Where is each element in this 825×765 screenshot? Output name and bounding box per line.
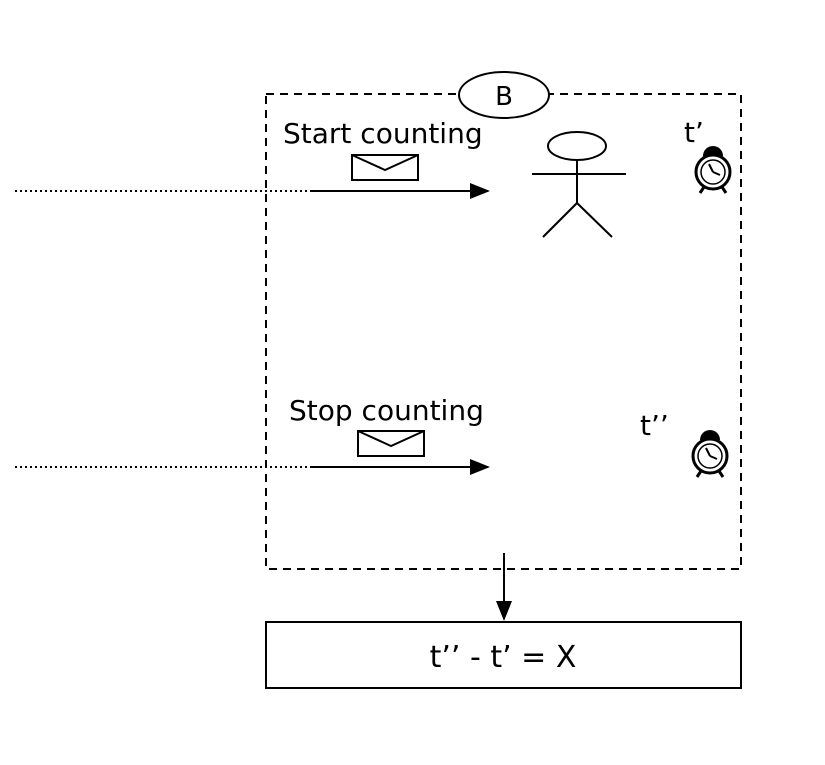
envelope-icon <box>351 154 419 181</box>
start-message: Start counting <box>15 117 490 199</box>
start-message-label: Start counting <box>283 117 483 150</box>
time-stop-label: t’’ <box>640 409 669 442</box>
time-start-label: t’ <box>684 116 704 149</box>
actor-stick-figure-icon <box>532 131 626 238</box>
envelope-icon <box>357 430 425 457</box>
alarm-clock-icon <box>694 146 732 194</box>
result-box: t’’ - t’ = X <box>265 621 742 689</box>
stop-message-label: Stop counting <box>289 394 484 427</box>
result-equation: t’’ - t’ = X <box>430 640 577 675</box>
alarm-clock-icon <box>691 430 729 478</box>
stop-message: Stop counting <box>15 394 490 475</box>
node-label: B <box>495 82 513 112</box>
node-label-badge: B <box>458 71 550 119</box>
node-boundary <box>265 93 742 570</box>
